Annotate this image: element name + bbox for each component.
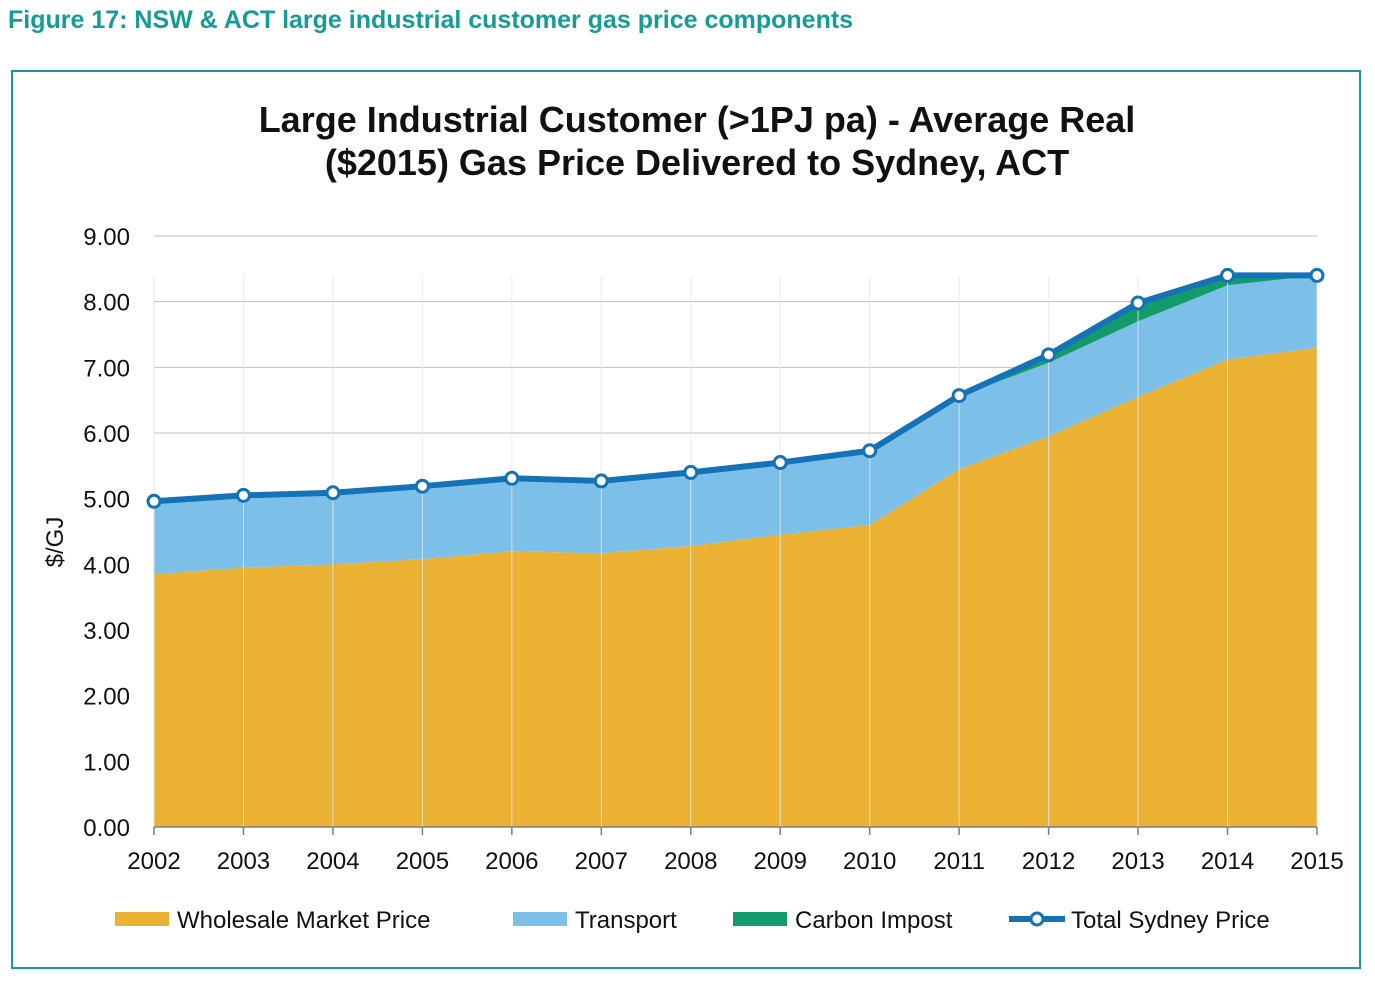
total-point: [325, 485, 341, 501]
total-point: [146, 493, 162, 509]
y-tick-label: 2.00: [83, 684, 130, 711]
legend-item: Transport: [513, 907, 677, 934]
chart-title-line-1: Large Industrial Customer (>1PJ pa) - Av…: [259, 99, 1136, 140]
y-tick-label: 8.00: [83, 290, 130, 317]
figure-caption: Figure 17: NSW & ACT large industrial cu…: [8, 6, 854, 34]
total-sydney-price-line: [153, 272, 1317, 505]
total-point: [772, 455, 788, 471]
axes: 0.00 1.00 2.00 3.00 4.00 5.00 6.00 7.00 8.00 9.00…: [83, 224, 1343, 875]
total-point: [1041, 347, 1057, 363]
y-tick-label: 7.00: [83, 355, 130, 382]
legend-label: Total Sydney Price: [1071, 907, 1270, 934]
area-transport: [154, 275, 1317, 575]
category-gridlines: [153, 276, 1318, 827]
y-axis-label: $/GJ: [42, 517, 69, 568]
legend-marker: [1029, 911, 1045, 927]
legend-label: Carbon Impost: [795, 907, 953, 934]
legend: Wholesale Market Price Transport Carbon Im…: [115, 907, 1270, 934]
area-wholesale-market-price: [154, 347, 1317, 827]
stacked-areas: [154, 275, 1317, 827]
total-point: [414, 478, 430, 494]
x-tick-label: 2015: [1290, 848, 1343, 875]
chart-title: Large Industrial Customer (>1PJ pa) - Av…: [259, 99, 1136, 183]
x-tick-label: 2008: [664, 848, 717, 875]
legend-label: Wholesale Market Price: [177, 907, 430, 934]
chart-frame: Large Industrial Customer (>1PJ pa) - Av…: [11, 70, 1361, 969]
total-point: [1130, 295, 1146, 311]
legend-swatch: [115, 912, 169, 926]
y-tick-label: 6.00: [83, 421, 130, 448]
total-point: [1309, 267, 1325, 283]
y-tick-label: 3.00: [83, 618, 130, 645]
x-tick-label: 2009: [754, 848, 807, 875]
total-point: [1220, 267, 1236, 283]
x-tick-label: 2006: [485, 848, 538, 875]
x-tick-label: 2010: [843, 848, 896, 875]
y-tick-label: 9.00: [83, 224, 130, 251]
y-tick-label: 5.00: [83, 487, 130, 514]
legend-item: Total Sydney Price: [1009, 907, 1270, 934]
x-tick-label: 2012: [1022, 848, 1075, 875]
x-tick-label: 2007: [575, 848, 628, 875]
x-tick-label: 2013: [1111, 848, 1164, 875]
x-tick-label: 2002: [127, 848, 180, 875]
legend-swatch: [733, 912, 787, 926]
legend-item: Carbon Impost: [733, 907, 953, 934]
x-tick-label: 2005: [396, 848, 449, 875]
x-tick-label: 2004: [306, 848, 359, 875]
total-point: [235, 487, 251, 503]
total-line: [146, 267, 1325, 509]
chart: Large Industrial Customer (>1PJ pa) - Av…: [42, 99, 1344, 934]
legend-label: Transport: [575, 907, 677, 934]
legend-swatch: [513, 912, 567, 926]
total-point: [504, 470, 520, 486]
y-tick-label: 0.00: [83, 815, 130, 842]
x-tick-label: 2014: [1201, 848, 1254, 875]
chart-title-line-2: ($2015) Gas Price Delivered to Sydney, A…: [325, 142, 1069, 183]
x-tick-label: 2011: [933, 848, 985, 875]
legend-item: Wholesale Market Price: [115, 907, 430, 934]
x-tick-label: 2003: [217, 848, 270, 875]
y-tick-label: 1.00: [83, 749, 130, 776]
y-tick-label: 4.00: [83, 552, 130, 579]
total-point: [862, 443, 878, 459]
total-point: [593, 473, 609, 489]
total-point: [951, 388, 967, 404]
total-point: [683, 464, 699, 480]
